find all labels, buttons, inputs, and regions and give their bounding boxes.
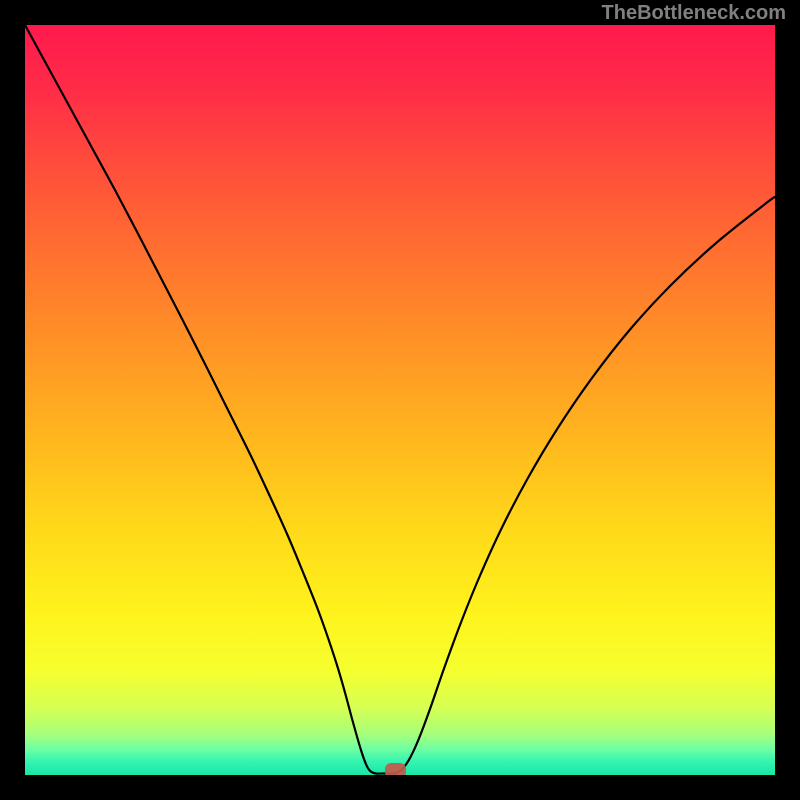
plot-area [25,25,775,775]
watermark-text: TheBottleneck.com [602,2,786,25]
bottleneck-curve-layer [25,25,775,775]
optimal-point-marker [385,763,406,775]
bottleneck-curve [25,25,775,774]
figure-container: TheBottleneck.com [0,0,800,800]
